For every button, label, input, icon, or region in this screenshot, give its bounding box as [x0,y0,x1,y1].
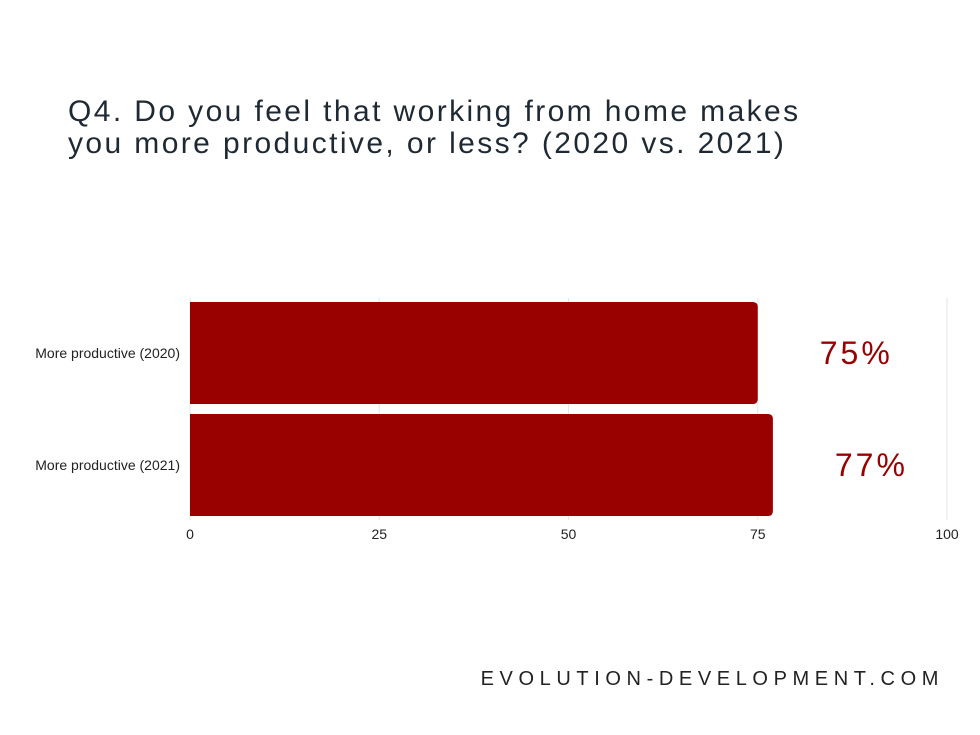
x-tick-label: 50 [561,526,577,542]
chart-title-line-2: you more productive, or less? (2020 vs. … [68,127,787,160]
x-tick-label: 0 [186,526,194,542]
x-tick-label: 25 [371,526,387,542]
website-footer: EVOLUTION-DEVELOPMENT.COM [480,668,944,690]
data-label: 77% [835,447,908,483]
category-label: More productive (2020) [35,345,180,361]
x-tick-label: 100 [935,526,959,542]
chart-title: Q4. Do you feel that working from home m… [68,96,948,160]
bar [190,414,773,516]
chart-title-line-1: Q4. Do you feel that working from home m… [68,95,801,128]
category-label: More productive (2021) [35,457,180,473]
bar [190,302,758,404]
x-tick-label: 75 [750,526,766,542]
data-label: 75% [820,335,893,371]
